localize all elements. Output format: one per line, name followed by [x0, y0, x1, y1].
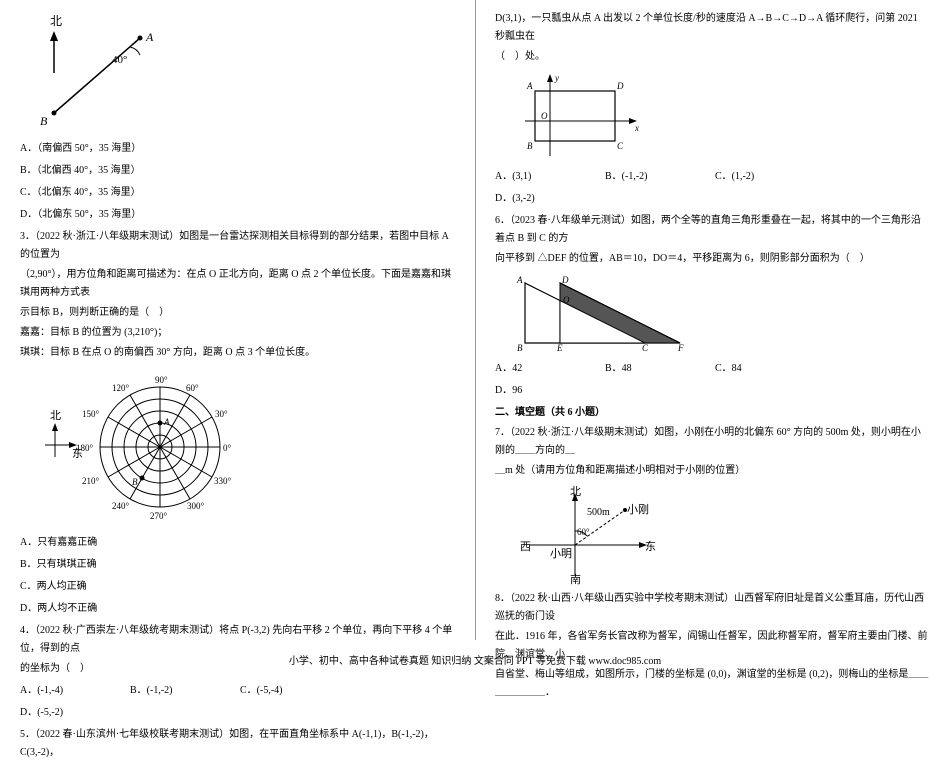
svg-text:A: A [526, 81, 533, 91]
opt-c: C．（北偏东 40°，35 海里） [20, 182, 240, 204]
svg-text:A: A [516, 275, 523, 285]
q8-line3: 自省堂、梅山等组成，如图所示，门楼的坐标是 (0,0)，渊谊堂的坐标是 (0,2… [495, 666, 930, 702]
svg-text:270°: 270° [150, 511, 168, 521]
opt-d: D．96 [495, 380, 605, 402]
q5-line1: 5．（2022 春·山东滨州·七年级校联考期末测试）如图，在平面直角坐标系中 A… [20, 726, 455, 762]
svg-text:O: O [541, 111, 548, 121]
opt-c: C．(1,-2) [715, 166, 825, 188]
svg-text:西: 西 [520, 541, 531, 553]
q5-line2: D(3,1)，一只瓢虫从点 A 出发以 2 个单位长度/秒的速度沿 A→B→C→… [495, 10, 930, 46]
angle-label: 40° [112, 54, 127, 66]
svg-text:120°: 120° [112, 383, 130, 393]
figure-q7: 北 东 西 南 小明 小刚 500m 60° [515, 485, 930, 585]
left-column: 北 A B 40° A．（南偏西 50°，35 海里） B．（北偏西 40°，3… [0, 0, 475, 640]
figure-radar: 北 东 [40, 367, 455, 527]
point-a: A [145, 30, 154, 44]
options-q4: A．(-1,-4) B．(-1,-2) C．(-5,-4) D．(-5,-2) [20, 680, 455, 724]
north-label: 北 [50, 14, 62, 28]
opt-d: D．两人均不正确 [20, 598, 240, 620]
options-q3: A．只有嘉嘉正确 B．只有琪琪正确 C．两人均正确 D．两人均不正确 [20, 532, 455, 620]
q6-line2: 向平移到 △DEF 的位置，AB＝10，DO＝4，平移距离为 6，则阴影部分面积… [495, 250, 930, 268]
opt-b: B．（北偏西 40°，35 海里） [20, 160, 240, 182]
figure-q2: 北 A B 40° [40, 13, 455, 133]
svg-text:60°: 60° [186, 383, 199, 393]
q3-line3: 示目标 B，则判断正确的是（ ） [20, 304, 455, 322]
svg-text:C: C [617, 141, 624, 151]
options-q2: A．（南偏西 50°，35 海里） B．（北偏西 40°，35 海里） C．（北… [20, 138, 455, 226]
options-q6: A．42 B．48 C．84 D．96 [495, 358, 930, 402]
point-b: B [40, 114, 48, 128]
svg-text:500m: 500m [587, 507, 610, 518]
q3-line1: 3．（2022 秋·浙江·八年级期末测试）如图是一台雷达探测相关目标得到的部分结… [20, 228, 455, 264]
svg-text:南: 南 [570, 573, 581, 585]
opt-b: B．(-1,-2) [130, 680, 240, 702]
q7-line1: 7．（2022 秋·浙江·八年级期末测试）如图，小刚在小明的北偏东 60° 方向… [495, 424, 930, 460]
svg-text:0°: 0° [223, 443, 232, 453]
opt-d: D．（北偏东 50°，35 海里） [20, 204, 240, 226]
page-footer: 小学、初中、高中各种试卷真题 知识归纳 文案合同 PPT 等免费下载 www.d… [0, 652, 950, 667]
svg-text:330°: 330° [214, 476, 232, 486]
svg-text:北: 北 [570, 485, 581, 498]
opt-b: B．48 [605, 358, 715, 380]
svg-text:300°: 300° [187, 501, 205, 511]
opt-b: B．(-1,-2) [605, 166, 715, 188]
svg-text:O: O [563, 295, 570, 305]
svg-text:60°: 60° [577, 527, 590, 537]
q3-line5: 琪琪：目标 B 在点 O 的南偏西 30° 方向，距离 O 点 3 个单位长度。 [20, 344, 455, 362]
svg-text:B: B [132, 477, 138, 487]
svg-text:B: B [527, 141, 533, 151]
svg-text:北: 北 [50, 409, 61, 422]
opt-a: A．(-1,-4) [20, 680, 130, 702]
svg-text:30°: 30° [215, 409, 228, 419]
q6-line1: 6．（2023 春·八年级单元测试）如图，两个全等的直角三角形重叠在一起，将其中… [495, 212, 930, 248]
opt-a: A．42 [495, 358, 605, 380]
svg-text:C: C [642, 343, 649, 353]
opt-d: D．(-5,-2) [20, 702, 130, 724]
opt-a: A．（南偏西 50°，35 海里） [20, 138, 240, 160]
figure-q5: A D B C O x y [515, 71, 930, 161]
svg-text:E: E [556, 343, 563, 353]
q8-line1: 8．（2022 秋·山西·八年级山西实验中学校考期末测试）山西督军府旧址是首义公… [495, 590, 930, 626]
svg-text:D: D [561, 275, 569, 285]
svg-text:小刚: 小刚 [627, 503, 649, 516]
svg-text:180°: 180° [76, 443, 94, 453]
q3-line4: 嘉嘉：目标 B 的位置为 (3,210°)； [20, 324, 455, 342]
options-q5: A．(3,1) B．(-1,-2) C．(1,-2) D．(3,-2) [495, 166, 930, 210]
opt-a: A．(3,1) [495, 166, 605, 188]
svg-text:F: F [677, 343, 684, 353]
svg-text:y: y [554, 73, 559, 83]
svg-text:90°: 90° [155, 375, 168, 385]
svg-text:240°: 240° [112, 501, 130, 511]
q3-line2: （2,90°），用方位角和距离可描述为：在点 O 正北方向，距离 O 点 2 个… [20, 266, 455, 302]
right-column: D(3,1)，一只瓢虫从点 A 出发以 2 个单位长度/秒的速度沿 A→B→C→… [475, 0, 950, 640]
section-2-title: 二、填空题（共 6 小题） [495, 404, 930, 422]
opt-d: D．(3,-2) [495, 188, 605, 210]
svg-text:小明: 小明 [550, 547, 572, 560]
column-divider [475, 0, 476, 640]
svg-text:东: 东 [645, 540, 656, 553]
svg-text:210°: 210° [82, 476, 100, 486]
svg-text:150°: 150° [82, 409, 100, 419]
figure-q6: A D B E C F O [515, 273, 930, 353]
q7-line2: ＿m 处（请用方位角和距离描述小明相对于小刚的位置） [495, 462, 930, 480]
opt-a: A．只有嘉嘉正确 [20, 532, 240, 554]
opt-b: B．只有琪琪正确 [20, 554, 240, 576]
opt-c: C．(-5,-4) [240, 680, 350, 702]
svg-text:D: D [616, 81, 624, 91]
svg-text:A: A [163, 417, 170, 427]
opt-c: C．84 [715, 358, 825, 380]
svg-text:x: x [634, 123, 639, 133]
opt-c: C．两人均正确 [20, 576, 240, 598]
svg-text:B: B [517, 343, 523, 353]
q5-line3: （ ）处。 [495, 48, 930, 66]
